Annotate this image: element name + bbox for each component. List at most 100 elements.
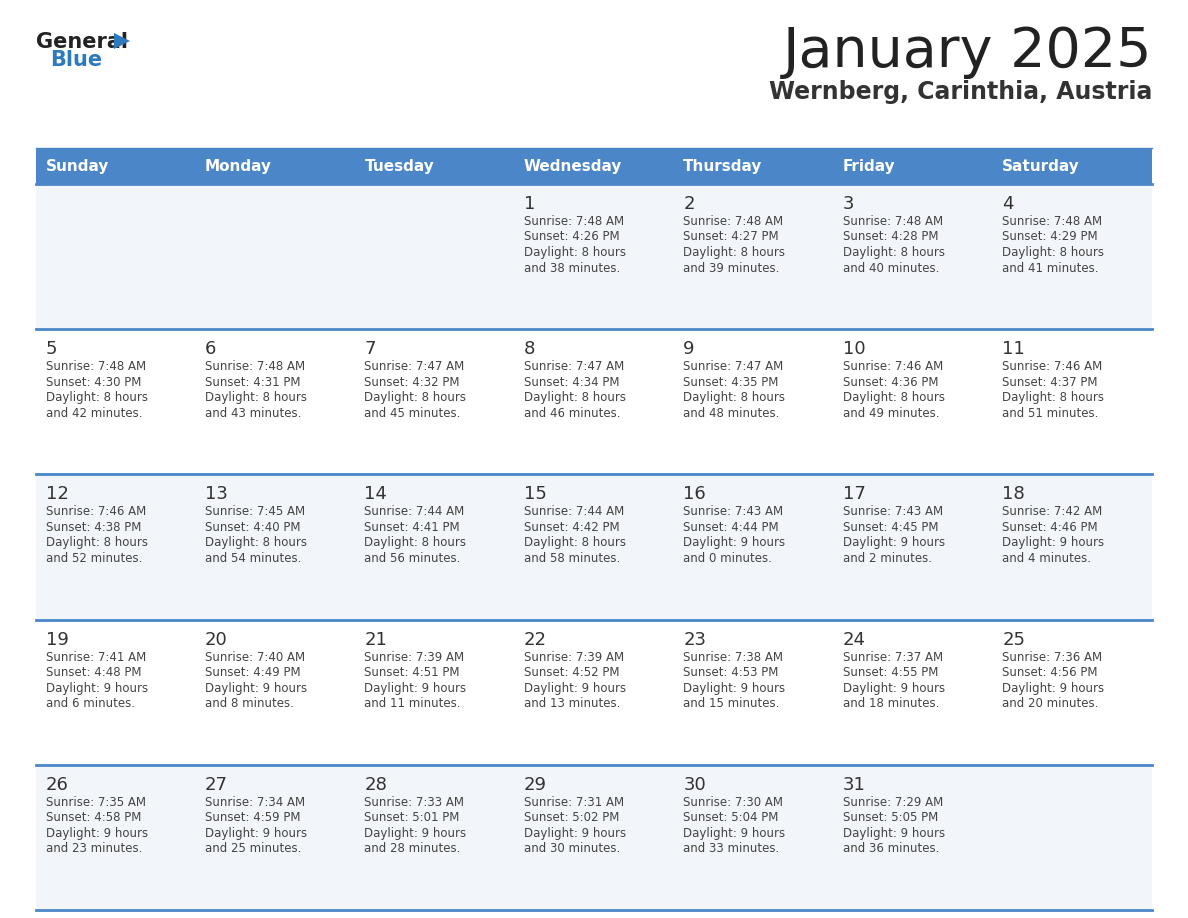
- Bar: [36, 475, 1152, 620]
- Text: Sunset: 5:02 PM: Sunset: 5:02 PM: [524, 812, 619, 824]
- Text: Sunset: 4:49 PM: Sunset: 4:49 PM: [206, 666, 301, 679]
- Text: Sunset: 4:48 PM: Sunset: 4:48 PM: [45, 666, 141, 679]
- Text: 9: 9: [683, 341, 695, 358]
- Text: Daylight: 8 hours: Daylight: 8 hours: [683, 246, 785, 259]
- Text: Sunrise: 7:46 AM: Sunrise: 7:46 AM: [45, 506, 146, 519]
- Text: Daylight: 8 hours: Daylight: 8 hours: [45, 536, 147, 549]
- Text: and 6 minutes.: and 6 minutes.: [45, 697, 134, 711]
- Text: and 43 minutes.: and 43 minutes.: [206, 407, 302, 420]
- Text: Daylight: 8 hours: Daylight: 8 hours: [842, 391, 944, 404]
- Text: Saturday: Saturday: [1003, 159, 1080, 174]
- Text: Sunrise: 7:47 AM: Sunrise: 7:47 AM: [365, 360, 465, 374]
- Text: Sunrise: 7:48 AM: Sunrise: 7:48 AM: [683, 215, 783, 228]
- Text: and 18 minutes.: and 18 minutes.: [842, 697, 939, 711]
- Text: Sunset: 4:29 PM: Sunset: 4:29 PM: [1003, 230, 1098, 243]
- Text: Sunrise: 7:48 AM: Sunrise: 7:48 AM: [1003, 215, 1102, 228]
- Text: and 38 minutes.: and 38 minutes.: [524, 262, 620, 274]
- Text: Sunrise: 7:44 AM: Sunrise: 7:44 AM: [365, 506, 465, 519]
- Text: Sunset: 4:31 PM: Sunset: 4:31 PM: [206, 375, 301, 388]
- Text: Sunset: 4:26 PM: Sunset: 4:26 PM: [524, 230, 619, 243]
- Text: Sunset: 4:27 PM: Sunset: 4:27 PM: [683, 230, 779, 243]
- Text: Sunrise: 7:31 AM: Sunrise: 7:31 AM: [524, 796, 624, 809]
- Text: Sunset: 5:04 PM: Sunset: 5:04 PM: [683, 812, 778, 824]
- Text: Sunrise: 7:43 AM: Sunrise: 7:43 AM: [683, 506, 783, 519]
- Text: 11: 11: [1003, 341, 1025, 358]
- Text: and 33 minutes.: and 33 minutes.: [683, 843, 779, 856]
- Text: Sunset: 4:38 PM: Sunset: 4:38 PM: [45, 521, 141, 534]
- Text: 29: 29: [524, 776, 546, 794]
- Text: Monday: Monday: [206, 159, 272, 174]
- Text: Sunrise: 7:29 AM: Sunrise: 7:29 AM: [842, 796, 943, 809]
- Text: Daylight: 8 hours: Daylight: 8 hours: [45, 391, 147, 404]
- Text: Sunrise: 7:43 AM: Sunrise: 7:43 AM: [842, 506, 943, 519]
- Text: 8: 8: [524, 341, 536, 358]
- Text: Sunrise: 7:30 AM: Sunrise: 7:30 AM: [683, 796, 783, 809]
- Bar: [36, 330, 1152, 475]
- Text: Daylight: 8 hours: Daylight: 8 hours: [524, 391, 626, 404]
- Text: and 2 minutes.: and 2 minutes.: [842, 552, 931, 565]
- Text: 6: 6: [206, 341, 216, 358]
- Text: 26: 26: [45, 776, 69, 794]
- Text: and 23 minutes.: and 23 minutes.: [45, 843, 141, 856]
- Text: and 11 minutes.: and 11 minutes.: [365, 697, 461, 711]
- Text: Sunrise: 7:46 AM: Sunrise: 7:46 AM: [842, 360, 943, 374]
- Text: Sunrise: 7:37 AM: Sunrise: 7:37 AM: [842, 651, 943, 664]
- Text: and 45 minutes.: and 45 minutes.: [365, 407, 461, 420]
- Bar: [36, 184, 1152, 330]
- Text: Daylight: 9 hours: Daylight: 9 hours: [206, 827, 308, 840]
- Text: Daylight: 8 hours: Daylight: 8 hours: [206, 536, 307, 549]
- Text: 14: 14: [365, 486, 387, 503]
- Text: 19: 19: [45, 631, 69, 649]
- Text: 12: 12: [45, 486, 69, 503]
- Text: and 56 minutes.: and 56 minutes.: [365, 552, 461, 565]
- Bar: [36, 620, 1152, 765]
- Text: and 8 minutes.: and 8 minutes.: [206, 697, 293, 711]
- Text: 22: 22: [524, 631, 546, 649]
- Text: Sunset: 4:41 PM: Sunset: 4:41 PM: [365, 521, 460, 534]
- Text: Sunset: 4:46 PM: Sunset: 4:46 PM: [1003, 521, 1098, 534]
- Text: Daylight: 8 hours: Daylight: 8 hours: [206, 391, 307, 404]
- Text: 1: 1: [524, 195, 536, 213]
- Bar: [36, 765, 1152, 910]
- Text: Sunset: 4:58 PM: Sunset: 4:58 PM: [45, 812, 141, 824]
- Text: January 2025: January 2025: [783, 25, 1152, 79]
- Text: Daylight: 9 hours: Daylight: 9 hours: [365, 827, 467, 840]
- Text: Sunset: 4:52 PM: Sunset: 4:52 PM: [524, 666, 619, 679]
- Text: 16: 16: [683, 486, 706, 503]
- Text: Daylight: 8 hours: Daylight: 8 hours: [1003, 246, 1104, 259]
- Text: and 41 minutes.: and 41 minutes.: [1003, 262, 1099, 274]
- Text: Sunday: Sunday: [45, 159, 109, 174]
- Text: and 13 minutes.: and 13 minutes.: [524, 697, 620, 711]
- Text: Sunrise: 7:48 AM: Sunrise: 7:48 AM: [524, 215, 624, 228]
- Text: 23: 23: [683, 631, 707, 649]
- Text: Daylight: 8 hours: Daylight: 8 hours: [683, 391, 785, 404]
- Text: Daylight: 9 hours: Daylight: 9 hours: [45, 827, 147, 840]
- Text: 20: 20: [206, 631, 228, 649]
- Text: 10: 10: [842, 341, 865, 358]
- Text: Daylight: 9 hours: Daylight: 9 hours: [1003, 536, 1105, 549]
- Polygon shape: [114, 33, 129, 49]
- Text: Wednesday: Wednesday: [524, 159, 623, 174]
- Text: 17: 17: [842, 486, 866, 503]
- Text: Sunrise: 7:39 AM: Sunrise: 7:39 AM: [524, 651, 624, 664]
- Text: and 49 minutes.: and 49 minutes.: [842, 407, 940, 420]
- Text: Daylight: 9 hours: Daylight: 9 hours: [683, 681, 785, 695]
- Text: Sunset: 4:35 PM: Sunset: 4:35 PM: [683, 375, 778, 388]
- Text: and 54 minutes.: and 54 minutes.: [206, 552, 302, 565]
- Text: Tuesday: Tuesday: [365, 159, 434, 174]
- Text: Daylight: 8 hours: Daylight: 8 hours: [365, 391, 467, 404]
- Text: Sunrise: 7:48 AM: Sunrise: 7:48 AM: [206, 360, 305, 374]
- Bar: [36, 148, 1152, 184]
- Text: and 51 minutes.: and 51 minutes.: [1003, 407, 1099, 420]
- Text: and 48 minutes.: and 48 minutes.: [683, 407, 779, 420]
- Text: Daylight: 8 hours: Daylight: 8 hours: [524, 536, 626, 549]
- Text: General: General: [36, 32, 128, 52]
- Text: 28: 28: [365, 776, 387, 794]
- Text: Sunset: 4:56 PM: Sunset: 4:56 PM: [1003, 666, 1098, 679]
- Text: Sunset: 5:01 PM: Sunset: 5:01 PM: [365, 812, 460, 824]
- Text: Sunset: 4:59 PM: Sunset: 4:59 PM: [206, 812, 301, 824]
- Text: Daylight: 9 hours: Daylight: 9 hours: [524, 827, 626, 840]
- Text: and 20 minutes.: and 20 minutes.: [1003, 697, 1099, 711]
- Text: Sunrise: 7:38 AM: Sunrise: 7:38 AM: [683, 651, 783, 664]
- Text: Daylight: 9 hours: Daylight: 9 hours: [206, 681, 308, 695]
